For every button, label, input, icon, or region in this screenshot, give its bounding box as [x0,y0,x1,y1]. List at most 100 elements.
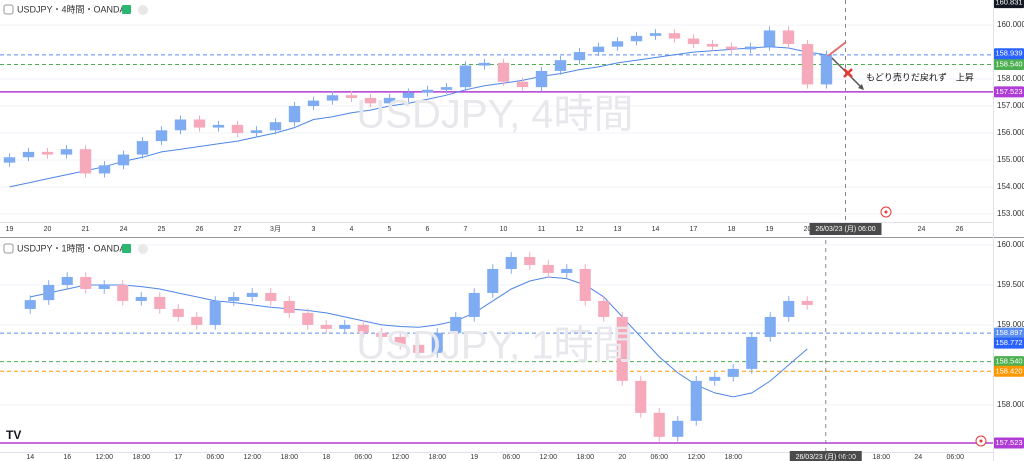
x-tick-label: 18:00 [576,454,594,461]
y-tick-label: 156.000 [997,128,1024,137]
x-tick-label: 19 [470,454,478,461]
x-tick-label: 21 [82,226,90,233]
price-line-box [994,437,1024,449]
candle-body [302,312,314,325]
x-tick-label: 24 [914,454,922,461]
alert-marker-dot [979,439,983,443]
candle-body [706,43,719,47]
candle-body [725,46,738,50]
x-tick-label: 24 [918,226,926,233]
candle-body [154,296,166,309]
candle-body [60,149,73,155]
x-tick-label: 3月 [270,225,281,233]
candle-body [357,324,369,333]
moving-average [30,276,808,398]
x-tick-label: 20 [804,226,812,233]
symbol-icon[interactable] [3,4,14,15]
candle-body [709,376,721,381]
candle-body [440,87,453,90]
candle-body [364,97,377,104]
x-tick-label: 18:00 [872,454,890,461]
candle-body [135,296,147,301]
price-line-label: 157.523 [995,87,1022,96]
price-line-box [994,327,1024,339]
x-tick-label: 11 [538,226,545,233]
y-tick-label: 157.000 [997,101,1024,110]
candle-body [611,41,624,47]
candle-body [561,268,573,273]
candle-body [764,316,776,337]
candle-body [376,332,388,337]
x-tick-label: 5 [388,226,392,233]
x-tick-label: 12:00 [687,454,705,461]
crosshair-label: 26/03/23 (月) 06:00 [796,453,856,461]
candle-body [98,284,110,289]
candle-body [746,336,758,369]
candle-body [98,165,111,174]
price-line-box [994,356,1024,368]
x-tick-label: 26 [956,226,964,233]
alert-marker-dot [884,210,888,214]
x-tick-label: 12:00 [539,454,557,461]
candle-body [228,296,240,301]
candle-body [320,324,332,329]
candle-body [649,33,662,36]
x-tick-label: 18:00 [724,454,742,461]
eye-button[interactable] [138,5,148,15]
x-tick-label: 3 [312,226,316,233]
x-tick-label: 19 [766,226,774,233]
candle-body [209,300,221,325]
y-tick-label: 159.500 [997,280,1024,289]
last-price-box [994,337,1024,349]
candle-body [155,130,168,142]
candle-body [421,89,434,93]
candle-body [592,46,605,53]
x-tick-label: 17 [174,454,182,461]
y-tick-label: 153.000 [997,209,1024,218]
eye-button[interactable] [138,244,148,254]
candle-body [690,380,702,421]
price-line-label: 158.897 [995,328,1022,337]
candle-body [763,30,776,47]
watermark: USDJPY, 1時間 [356,324,633,368]
x-tick-label: 06:00 [206,454,224,461]
x-tick-label: 12 [576,226,584,233]
candle-body [24,300,36,309]
x-tick-label: 27 [234,226,242,233]
x-tick-label: 12:00 [391,454,409,461]
symbol-icon[interactable] [3,243,14,254]
x-tick-label: 10 [500,226,508,233]
y-tick-label: 160.000 [997,240,1024,249]
y-tick-label: 158.000 [997,74,1024,83]
price-line-label: 158.540 [995,59,1022,68]
candle-body [193,119,206,128]
x-tick-label: 25 [158,226,166,233]
marker-price-box [994,0,1024,9]
candle-body [22,151,35,158]
x-tick-label: 14 [26,454,34,461]
candle-body [231,124,244,133]
marker-price-label: 160.831 [995,0,1022,7]
candle-body [653,412,665,437]
chart-title: USDJPY・1時間・OANDA [17,243,126,253]
candle-body [172,308,184,317]
candle-body [573,52,586,61]
x-tick-label: 18 [322,454,330,461]
candle-body [487,268,499,293]
x-tick-label: 18:00 [428,454,446,461]
candle-body [801,300,813,305]
candle-body [727,368,739,377]
x-tick-label: 12:00 [95,454,113,461]
x-tick-label: 06:00 [354,454,372,461]
candle-body [820,54,833,85]
candle-body [136,141,149,155]
y-tick-label: 155.000 [997,155,1024,164]
candle-body [191,316,203,325]
candle-body [43,284,55,301]
x-tick-label: 06:00 [650,454,668,461]
x-tick-label: 19 [6,226,14,233]
candle-body [307,100,320,107]
last-price-box [994,48,1024,60]
